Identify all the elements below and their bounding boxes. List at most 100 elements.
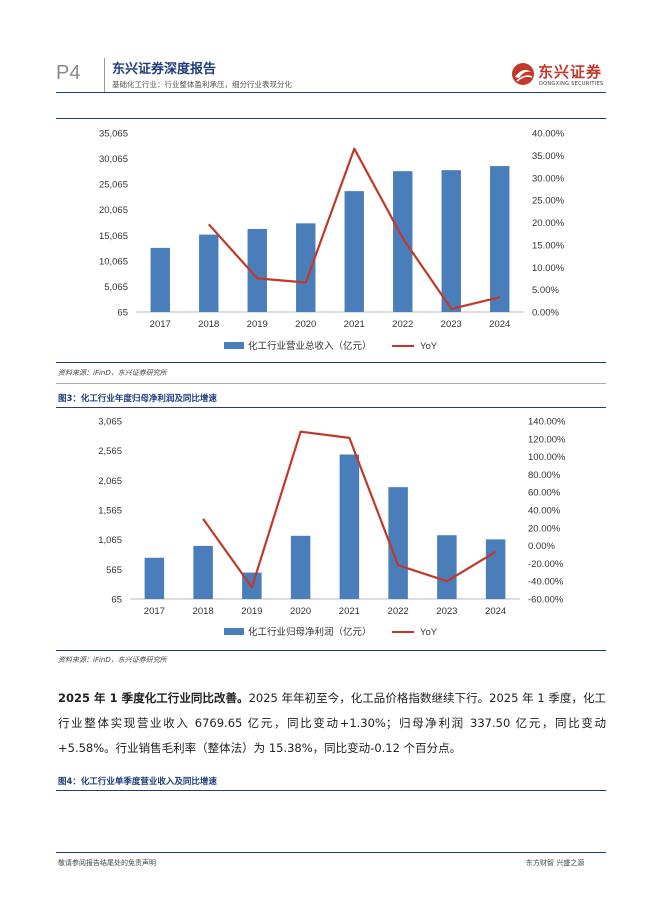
- y-right-tick-label: -40.00%: [528, 577, 564, 588]
- bar-2019: [247, 228, 267, 312]
- bar-2021: [339, 454, 360, 599]
- legend-bar-swatch: [224, 628, 244, 635]
- y-right-tick-label: 15.00%: [532, 240, 565, 251]
- figure3-title: 图3：化工行业年度归母净利润及同比增速: [58, 394, 217, 404]
- page-number: P4: [56, 62, 81, 84]
- y-left-tick-label: 5,065: [104, 282, 128, 293]
- x-tick-label: 2017: [150, 319, 171, 330]
- x-tick-label: 2018: [193, 606, 214, 617]
- bar-2024: [485, 539, 506, 599]
- bar-2020: [296, 223, 316, 312]
- bar-2022: [393, 171, 413, 312]
- y-left-tick-label: 565: [106, 565, 122, 576]
- bar-2023: [437, 535, 457, 599]
- chart1-top-rule: [56, 118, 606, 119]
- y-right-tick-label: -60.00%: [528, 595, 564, 606]
- y-left-tick-label: 35,065: [99, 129, 128, 140]
- company-logo: 东兴证券 DONGXING SECURITIES: [510, 60, 620, 90]
- x-tick-label: 2024: [485, 606, 506, 617]
- footer-slogan: 东方财智 兴盛之源: [526, 859, 585, 867]
- y-left-tick-label: 3,065: [98, 417, 122, 428]
- paragraph-lead: 2025 年 1 季度化工行业同比改善。: [58, 691, 249, 705]
- bar-2018: [199, 234, 219, 312]
- profit-chart: 3,065 2,565 2,065 1,565 1,065 565 65 140.00% 120…: [98, 417, 566, 639]
- header-divider: [104, 58, 105, 92]
- bar-2021: [344, 191, 364, 312]
- y-right-tick-label: 20.00%: [528, 523, 561, 534]
- y-right-tick-label: 40.00%: [532, 129, 565, 140]
- bar-2023: [441, 170, 461, 312]
- y-right-tick-label: 100.00%: [528, 452, 566, 463]
- bar-2020: [290, 535, 311, 599]
- x-tick-label: 2017: [144, 606, 165, 617]
- figure4-rule: [56, 790, 606, 791]
- x-tick-label: 2020: [290, 606, 311, 617]
- y-right-tick-label: 20.00%: [532, 218, 565, 229]
- x-tick-label: 2021: [344, 319, 365, 330]
- chart2-source: 资料来源：iFinD，东兴证券研究所: [58, 656, 167, 664]
- y-left-tick-label: 1,565: [98, 506, 122, 517]
- report-title: 东兴证券深度报告: [112, 62, 217, 77]
- figure4-title: 图4：化工行业单季度营业收入及同比增速: [58, 777, 217, 787]
- y-right-tick-label: 40.00%: [528, 506, 561, 517]
- y-left-tick-label: 1,065: [98, 535, 122, 546]
- y-left-tick-label: 65: [117, 308, 128, 319]
- bar-2017: [150, 247, 170, 312]
- x-tick-label: 2018: [198, 319, 219, 330]
- y-right-tick-label: 80.00%: [528, 470, 561, 481]
- x-tick-label: 2023: [436, 606, 457, 617]
- y-right-tick-label: 0.00%: [528, 541, 555, 552]
- legend-line-label: YoY: [420, 341, 438, 352]
- x-tick-label: 2021: [339, 606, 360, 617]
- y-left-tick-label: 65: [111, 595, 122, 606]
- y-left-tick-label: 2,565: [98, 446, 122, 457]
- chart2-bottom-rule: [56, 650, 606, 651]
- y-left-tick-label: 25,065: [99, 180, 128, 191]
- y-left-tick-label: 15,065: [99, 231, 128, 242]
- report-subtitle: 基础化工行业：行业整体盈利承压，细分行业表现分化: [112, 80, 292, 89]
- y-right-tick-label: 120.00%: [528, 434, 566, 445]
- y-left-tick-label: 2,065: [98, 476, 122, 487]
- x-tick-label: 2019: [241, 606, 262, 617]
- chart1-source-rule: [56, 383, 606, 384]
- x-tick-label: 2019: [247, 319, 268, 330]
- header-rule: [56, 92, 606, 93]
- y-right-tick-label: 35.00%: [532, 151, 565, 162]
- y-left-tick-label: 20,065: [99, 205, 128, 216]
- y-right-tick-label: 140.00%: [528, 417, 566, 428]
- y-right-tick-label: 10.00%: [532, 263, 565, 274]
- y-left-tick-label: 10,065: [99, 256, 128, 267]
- bar-2017: [144, 557, 165, 599]
- brand-name-cn: 东兴证券: [538, 63, 603, 81]
- y-right-tick-label: 30.00%: [532, 173, 565, 184]
- chart1-bottom-rule: [56, 362, 606, 363]
- yoy-line: [207, 147, 501, 310]
- body-paragraph: 2025 年 1 季度化工行业同比改善。2025 年年初至今，化工品价格指数继续…: [58, 686, 606, 761]
- y-right-tick-label: 60.00%: [528, 488, 561, 499]
- x-tick-label: 2022: [392, 319, 413, 330]
- bar-2024: [490, 166, 510, 312]
- bar-2022: [388, 487, 408, 599]
- legend-bar-swatch: [224, 342, 244, 349]
- x-tick-label: 2022: [388, 606, 409, 617]
- y-right-tick-label: 0.00%: [532, 308, 559, 319]
- paragraph-text: 2025 年年初至今，化工品价格指数继续下行。2025 年 1 季度，化工行业整…: [58, 691, 606, 755]
- yoy-line: [202, 430, 497, 589]
- brand-name-en: DONGXING SECURITIES: [539, 81, 604, 87]
- chart2-top-rule: [56, 407, 606, 408]
- footer-disclaimer: 敬请参阅报告结尾处的免责声明: [58, 859, 156, 867]
- bar-2018: [193, 545, 213, 599]
- legend-bar-label: 化工行业营业总收入（亿元）: [248, 340, 372, 352]
- y-right-tick-label: -20.00%: [528, 559, 564, 570]
- legend-bar-label: 化工行业归母净利润（亿元）: [248, 626, 372, 638]
- logo-mark-icon: [512, 63, 534, 85]
- y-left-tick-label: 30,065: [99, 154, 128, 165]
- chart1-source: 资料来源：iFinD，东兴证券研究所: [58, 369, 167, 377]
- legend-line-label: YoY: [420, 627, 438, 638]
- revenue-chart: 35,065 30,065 25,065 20,065 15,065 10,065 5,06…: [99, 129, 565, 353]
- y-right-tick-label: 5.00%: [532, 285, 559, 296]
- x-tick-label: 2023: [441, 319, 462, 330]
- x-tick-label: 2024: [489, 319, 510, 330]
- x-tick-label: 2020: [295, 319, 316, 330]
- y-right-tick-label: 25.00%: [532, 196, 565, 207]
